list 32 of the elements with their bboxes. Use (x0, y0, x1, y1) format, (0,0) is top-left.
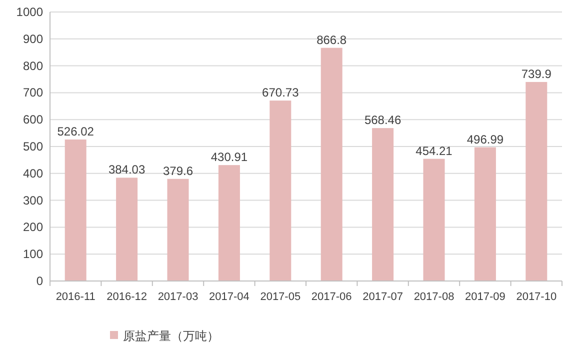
x-tick-label: 2017-10 (516, 291, 557, 303)
y-tick-label: 500 (22, 140, 44, 154)
x-tick-label: 2017-04 (209, 291, 250, 303)
data-label: 379.6 (162, 164, 194, 178)
x-tick-label: 2017-07 (362, 291, 403, 303)
y-tick-label: 300 (22, 193, 44, 208)
x-tick-label: 2017-09 (465, 291, 506, 303)
x-tick-label: 2017-08 (414, 291, 454, 303)
x-tick-label: 2017-03 (158, 291, 198, 303)
data-label: 739.9 (521, 66, 552, 81)
legend: 原盐产量（万吨） (110, 329, 219, 343)
y-tick-label: 0 (36, 274, 44, 288)
x-tick-label: 2017-06 (311, 291, 352, 303)
data-label: 496.99 (466, 132, 504, 146)
y-tick-label: 100 (22, 247, 44, 262)
data-label: 670.73 (262, 86, 300, 100)
data-label: 568.46 (364, 113, 402, 128)
data-label: 384.03 (108, 162, 146, 177)
data-label: 454.21 (416, 144, 453, 158)
y-tick-label: 700 (22, 86, 44, 100)
x-tick-label: 2016-12 (106, 291, 147, 303)
y-tick-label: 900 (22, 32, 44, 46)
y-tick-label: 200 (22, 220, 44, 234)
y-tick-label: 400 (22, 166, 44, 180)
x-tick-label: 2016-11 (56, 291, 96, 303)
data-label: 526.02 (57, 124, 94, 138)
data-label: 866.8 (316, 32, 347, 47)
x-tick-label: 2017-05 (260, 291, 301, 303)
y-tick-label: 1000 (16, 5, 44, 19)
y-tick-label: 800 (22, 58, 44, 73)
y-tick-label: 600 (22, 112, 44, 127)
data-label: 430.91 (210, 150, 248, 164)
